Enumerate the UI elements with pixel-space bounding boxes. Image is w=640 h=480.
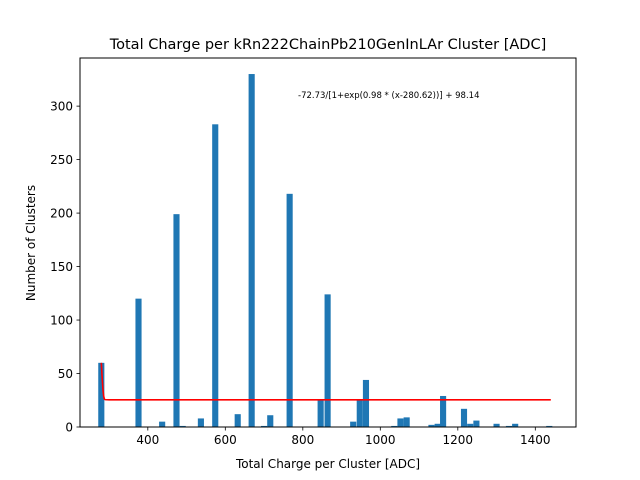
histogram-bar-19 [403,417,410,427]
x-tick-label: 1400 [520,433,551,447]
histogram-bar-15 [356,400,363,427]
x-tick-label: 400 [136,433,159,447]
x-tick-label: 800 [291,433,314,447]
histogram-bar-17 [391,425,398,427]
x-tick-label: 600 [214,433,237,447]
x-axis: 400 600 800 1000 1200 1400 [136,427,551,447]
histogram-bar-0 [98,362,105,427]
histogram-bar-2 [159,421,166,427]
histogram-bar-1 [135,298,142,427]
histogram-bar-12 [317,400,324,427]
y-tick-label: 300 [50,99,73,113]
histogram-bar-14 [350,421,357,427]
histogram-bar-26 [493,423,500,427]
histogram-bar-21 [434,423,441,427]
histogram-bar-11 [286,193,293,427]
y-tick-label: 250 [50,153,73,167]
histogram-bar-20 [428,424,435,427]
histogram-bar-3 [173,214,180,427]
chart-title: Total Charge per kRn222ChainPb210GenInLA… [109,37,547,53]
histogram-bar-8 [248,74,255,427]
histogram-bar-10 [267,415,274,427]
y-tick-label: 0 [65,420,73,434]
histogram-bar-27 [505,425,513,427]
histogram-bar-25 [473,420,480,427]
y-axis: 0 50 100 150 200 250 300 [50,99,80,434]
histogram-bar-7 [234,414,241,427]
histogram-bar-5 [197,418,204,427]
histogram-bar-29 [546,425,553,427]
histogram-bar-9 [261,425,268,427]
histogram-bar-16 [362,379,370,427]
y-tick-label: 100 [50,313,73,327]
y-axis-label: Number of Clusters [24,185,38,301]
y-tick-label: 50 [58,367,73,381]
fit-curve [100,362,551,401]
histogram-bar-6 [212,124,219,427]
x-tick-label: 1000 [365,433,396,447]
x-axis-label: Total Charge per Cluster [ADC] [235,457,420,471]
histogram-bar-24 [467,423,474,427]
bars-group [98,74,553,427]
histogram-bar-4 [179,425,186,427]
histogram-bar-22 [440,395,447,427]
fit-formula-annotation: -72.73/[1+exp(0.98 * (x-280.62))] + 98.1… [298,91,479,101]
histogram-bar-23 [460,408,468,427]
y-tick-label: 150 [50,260,73,274]
y-tick-label: 200 [50,206,73,220]
histogram-bar-13 [324,294,331,427]
histogram-bar-18 [397,418,404,427]
histogram-bar-28 [512,423,519,427]
plot-frame [79,57,577,428]
x-tick-label: 1200 [443,433,474,447]
